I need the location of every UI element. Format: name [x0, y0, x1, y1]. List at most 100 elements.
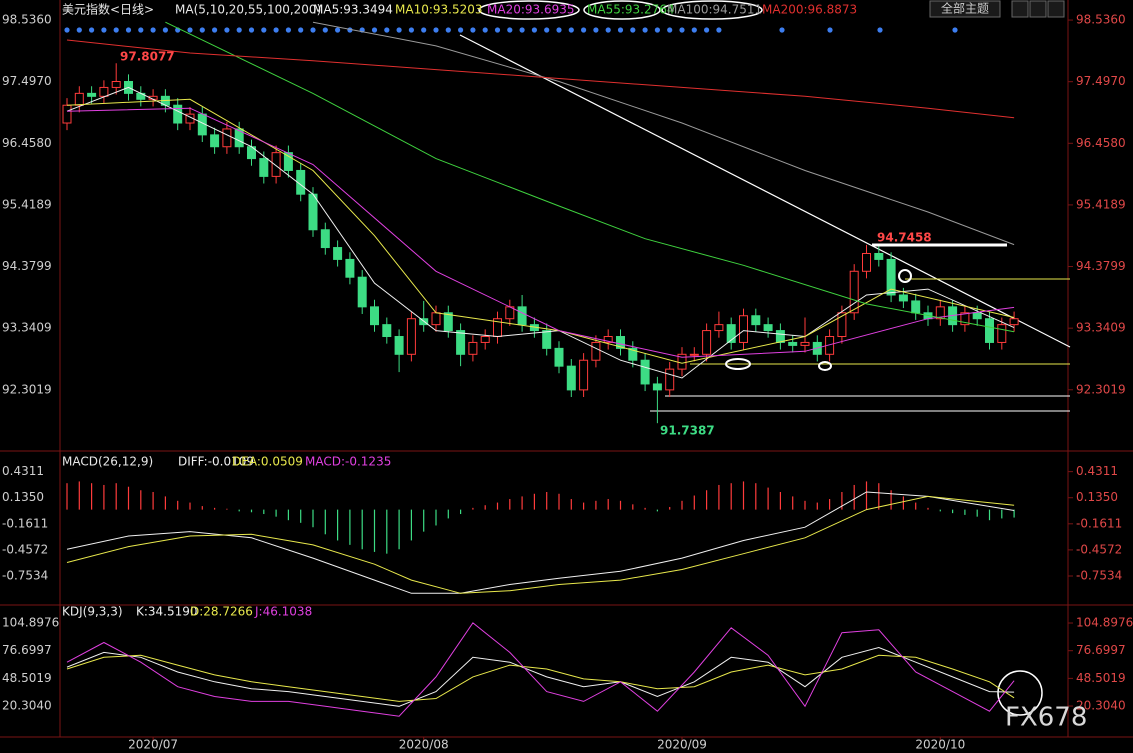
- candle-body: [898, 294, 908, 302]
- candle-body: [640, 359, 650, 385]
- candle-body: [517, 306, 527, 326]
- panel-title: MACD(26,12,9): [62, 455, 153, 469]
- x-tick-label: 2020/07: [128, 738, 178, 752]
- marker-dot: [445, 27, 451, 33]
- y-tick-label: 76.6997: [2, 643, 52, 657]
- marker-dot: [101, 27, 107, 33]
- y-tick-label: -0.7534: [2, 568, 48, 582]
- marker-dot: [322, 27, 328, 33]
- candle-body: [333, 247, 343, 260]
- marker-dot: [371, 27, 378, 33]
- candle-body: [579, 359, 589, 391]
- x-tick-label: 2020/08: [399, 738, 449, 752]
- marker-dot: [593, 27, 599, 33]
- marker-dot: [396, 27, 402, 33]
- candle-body: [800, 341, 810, 346]
- marker-dot: [952, 27, 958, 33]
- high-annotation: 97.8077: [120, 50, 175, 64]
- y-tick-label: 0.4311: [2, 464, 44, 478]
- candle-body: [87, 92, 97, 97]
- marker-dot: [187, 27, 193, 33]
- y-tick-label: 0.1350: [2, 490, 44, 504]
- highlight: [818, 361, 832, 371]
- marker-dot: [519, 27, 525, 33]
- candle-body: [788, 341, 798, 346]
- candle-body: [357, 276, 367, 308]
- candle-body: [689, 353, 699, 356]
- watermark: FX678: [1005, 703, 1087, 733]
- marker-dot: [384, 27, 390, 33]
- y-tick-label: -0.1611: [1076, 516, 1122, 530]
- marker-dot: [433, 27, 439, 33]
- y-tick-label: 48.5019: [2, 671, 52, 685]
- indicator-line: [66, 491, 1015, 594]
- indicator-line: [66, 654, 1015, 702]
- theme-button[interactable]: [929, 0, 1001, 18]
- candle-body: [468, 341, 478, 355]
- marker-dot: [779, 27, 785, 33]
- candle-body: [603, 336, 613, 343]
- legend-entry: J:46.1038: [254, 605, 312, 619]
- x-tick-label: 2020/09: [657, 738, 707, 752]
- high-annotation: 94.7458: [877, 231, 932, 245]
- icon-button[interactable]: [1029, 0, 1047, 18]
- marker-dot: [605, 27, 611, 33]
- candle-body: [62, 104, 72, 124]
- y-tick-label: 93.3409: [2, 321, 52, 335]
- y-tick-label: 104.8976: [2, 616, 59, 630]
- y-tick-label: -0.4572: [2, 542, 48, 556]
- legend-entry: DIFF:-0.0109: [178, 455, 254, 469]
- low-annotation: 91.7387: [660, 424, 715, 438]
- legend-entry: MACD:-0.1235: [305, 455, 391, 469]
- highlight: [725, 358, 751, 370]
- candle-body: [320, 229, 330, 249]
- y-tick-label: 95.4189: [2, 197, 52, 211]
- candle-body: [665, 368, 675, 391]
- candle-body: [222, 128, 232, 148]
- marker-dot: [150, 27, 156, 33]
- marker-dot: [76, 27, 82, 33]
- theme-button-label[interactable]: 全部主题: [941, 1, 989, 16]
- candle-body: [542, 330, 552, 349]
- marker-dot: [224, 27, 230, 33]
- y-tick-label: -0.7534: [1076, 568, 1122, 582]
- highlight: [583, 0, 661, 20]
- marker-dot: [827, 27, 833, 33]
- candle-body: [370, 306, 379, 326]
- candle-body: [554, 347, 564, 367]
- candle-body: [234, 128, 244, 148]
- marker-dot: [335, 27, 341, 33]
- candle-body: [628, 347, 638, 361]
- y-tick-label: 96.4580: [1076, 136, 1126, 150]
- y-tick-label: 98.5360: [1076, 13, 1126, 27]
- y-tick-label: 92.3019: [1076, 382, 1126, 396]
- y-tick-label: 97.4970: [1076, 74, 1126, 88]
- marker-dot: [654, 27, 661, 33]
- marker-dot: [568, 27, 574, 33]
- trend-line: [459, 34, 1071, 348]
- highlight: [898, 269, 912, 283]
- marker-dot: [199, 27, 205, 33]
- candle-body: [456, 330, 466, 355]
- y-tick-label: 0.1350: [1076, 490, 1118, 504]
- candle-body: [702, 330, 712, 355]
- marker-dot: [89, 27, 95, 33]
- candle-body: [566, 365, 576, 391]
- candle-body: [763, 324, 773, 332]
- y-tick-label: -0.1611: [2, 516, 48, 530]
- candle-body: [271, 152, 281, 177]
- icon-button[interactable]: [1011, 0, 1029, 18]
- candle-body: [111, 81, 121, 88]
- candle-body: [173, 104, 183, 124]
- marker-dot: [544, 27, 550, 33]
- indicator-line: [66, 646, 1015, 707]
- y-tick-label: 104.8976: [1076, 616, 1133, 630]
- marker-dot: [630, 27, 636, 33]
- marker-dot: [408, 27, 414, 33]
- candle-body: [616, 336, 625, 349]
- icon-button[interactable]: [1047, 0, 1065, 18]
- marker-dot: [679, 27, 685, 33]
- marker-dot: [458, 27, 464, 33]
- indicator-line: [312, 21, 1015, 246]
